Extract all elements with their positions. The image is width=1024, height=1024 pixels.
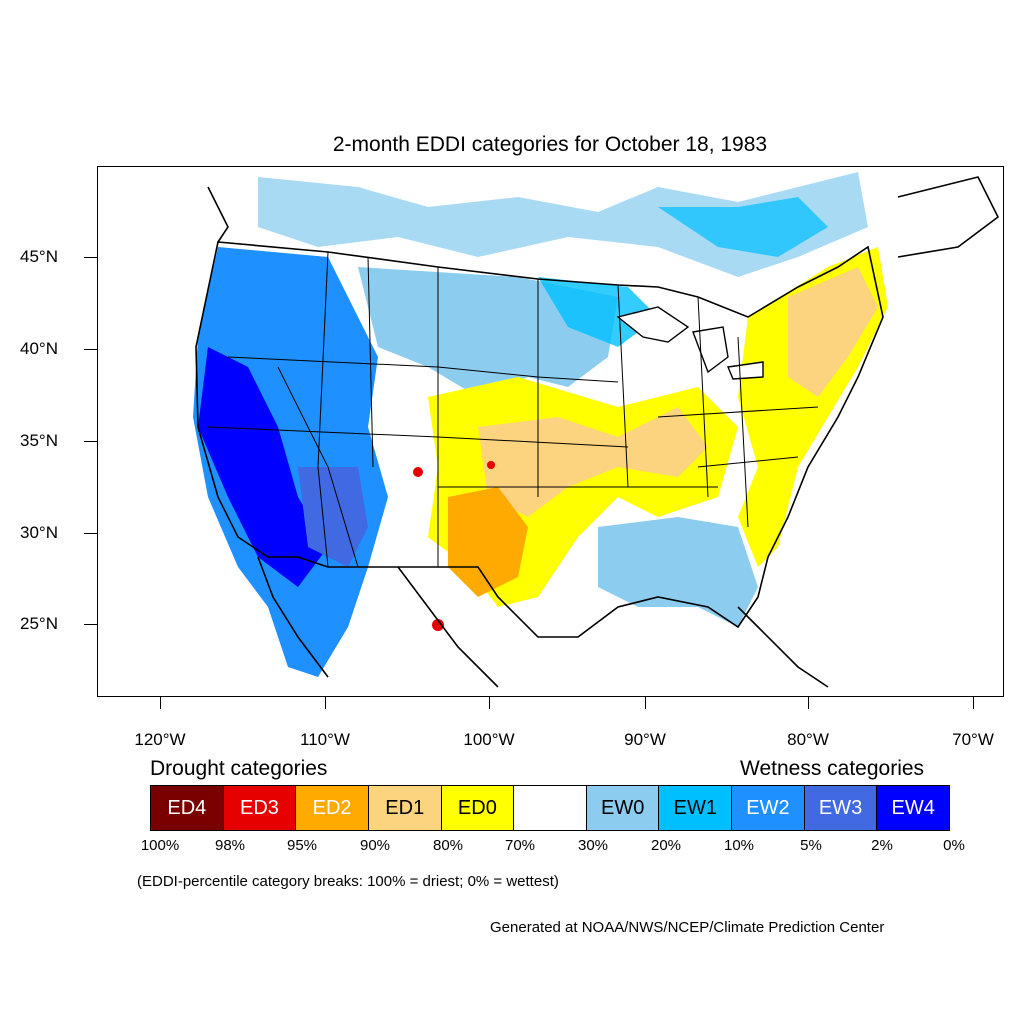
lat-label-40: 40°N	[20, 339, 58, 358]
pct-label: 10%	[723, 837, 755, 854]
lon-label-100: 100°W	[463, 730, 515, 749]
canada-wet-region	[258, 172, 868, 277]
lat-tick	[84, 624, 97, 625]
pct-label: 80%	[432, 837, 464, 854]
pct-label: 2%	[871, 837, 893, 854]
lon-label-90: 90°W	[624, 730, 666, 749]
legend-box-ew4: EW4	[877, 786, 950, 830]
lat-label-35: 35°N	[20, 431, 58, 450]
legend-box-ed2: ED2	[296, 786, 369, 830]
lat-tick	[84, 349, 97, 350]
legend-box-ed3: ED3	[223, 786, 297, 830]
pct-label: 30%	[577, 837, 609, 854]
wetness-heading: Wetness categories	[740, 757, 925, 780]
southeast-wet-region	[598, 517, 758, 627]
legend-label: EW1	[673, 796, 717, 819]
pct-label: 5%	[800, 837, 822, 854]
pct-label: 0%	[943, 837, 965, 854]
lon-tick	[325, 697, 326, 709]
credit-text: Generated at NOAA/NWS/NCEP/Climate Predi…	[490, 919, 885, 936]
pct-label: 70%	[504, 837, 536, 854]
lat-tick	[84, 257, 97, 258]
drought-heading: Drought categories	[150, 757, 328, 780]
legend-box-ew1: EW1	[659, 786, 733, 830]
ed3-spot	[487, 461, 495, 469]
great-lakes	[616, 306, 764, 380]
legend-label: ED2	[312, 796, 352, 819]
legend-label: EW2	[746, 796, 790, 819]
map-title: 2-month EDDI categories for October 18, …	[332, 133, 768, 156]
pct-label: 90%	[359, 837, 391, 854]
pct-label: 100%	[140, 837, 180, 854]
ed3-spot	[413, 467, 423, 477]
state-lines	[207, 251, 819, 568]
central-dry-ed1	[478, 407, 708, 517]
legend-label: ED4	[167, 796, 207, 819]
legend-note: (EDDI-percentile category breaks: 100% =…	[137, 873, 559, 890]
legend-label: EW3	[818, 796, 863, 819]
legend-label: ED1	[385, 796, 425, 819]
florida-coast	[737, 606, 829, 688]
legend-label: ED3	[240, 796, 279, 819]
category-legend: ED4 ED3 ED2 ED1 ED0 EW0 EW1 EW2 EW3 EW4	[150, 785, 950, 831]
map-panel	[97, 166, 1004, 697]
legend-label: ED0	[457, 796, 497, 819]
west-wet-region	[193, 247, 388, 677]
legend-box-ed4: ED4	[151, 786, 224, 830]
canada-coast	[207, 176, 1000, 258]
texas-dry-ed2	[448, 487, 528, 597]
legend-box-ed1: ED1	[368, 786, 442, 830]
ed3-spot	[432, 619, 444, 631]
lon-label-80: 80°W	[787, 730, 829, 749]
legend-label: EW0	[600, 796, 645, 819]
legend-box-neutral	[514, 786, 587, 830]
legend-box-ew3: EW3	[804, 786, 878, 830]
pct-label: 95%	[286, 837, 318, 854]
northeast-dry-ed1	[788, 267, 878, 397]
legend-box-ew0: EW0	[586, 786, 660, 830]
lat-tick	[84, 533, 97, 534]
lon-tick	[973, 697, 974, 709]
lon-label-70: 70°W	[952, 730, 994, 749]
lon-label-120: 120°W	[134, 730, 186, 749]
pct-label: 98%	[214, 837, 246, 854]
lat-label-25: 25°N	[20, 614, 58, 633]
legend-label: EW4	[891, 796, 935, 819]
canada-wet-region-2	[658, 197, 828, 257]
lat-label-30: 30°N	[20, 523, 58, 542]
lon-tick	[645, 697, 646, 709]
legend-box-ew2: EW2	[732, 786, 805, 830]
legend-box-ed0: ED0	[441, 786, 515, 830]
eddi-map	[193, 172, 1000, 688]
lat-label-45: 45°N	[20, 247, 58, 266]
lon-tick	[808, 697, 809, 709]
pct-label: 20%	[650, 837, 682, 854]
west-wet-region-2	[198, 347, 328, 587]
lon-tick	[489, 697, 490, 709]
upper-midwest-wet	[538, 277, 658, 347]
lon-label-110: 110°W	[300, 730, 350, 749]
mexico-coast	[257, 556, 499, 688]
lon-tick	[160, 697, 161, 709]
lat-tick	[84, 441, 97, 442]
